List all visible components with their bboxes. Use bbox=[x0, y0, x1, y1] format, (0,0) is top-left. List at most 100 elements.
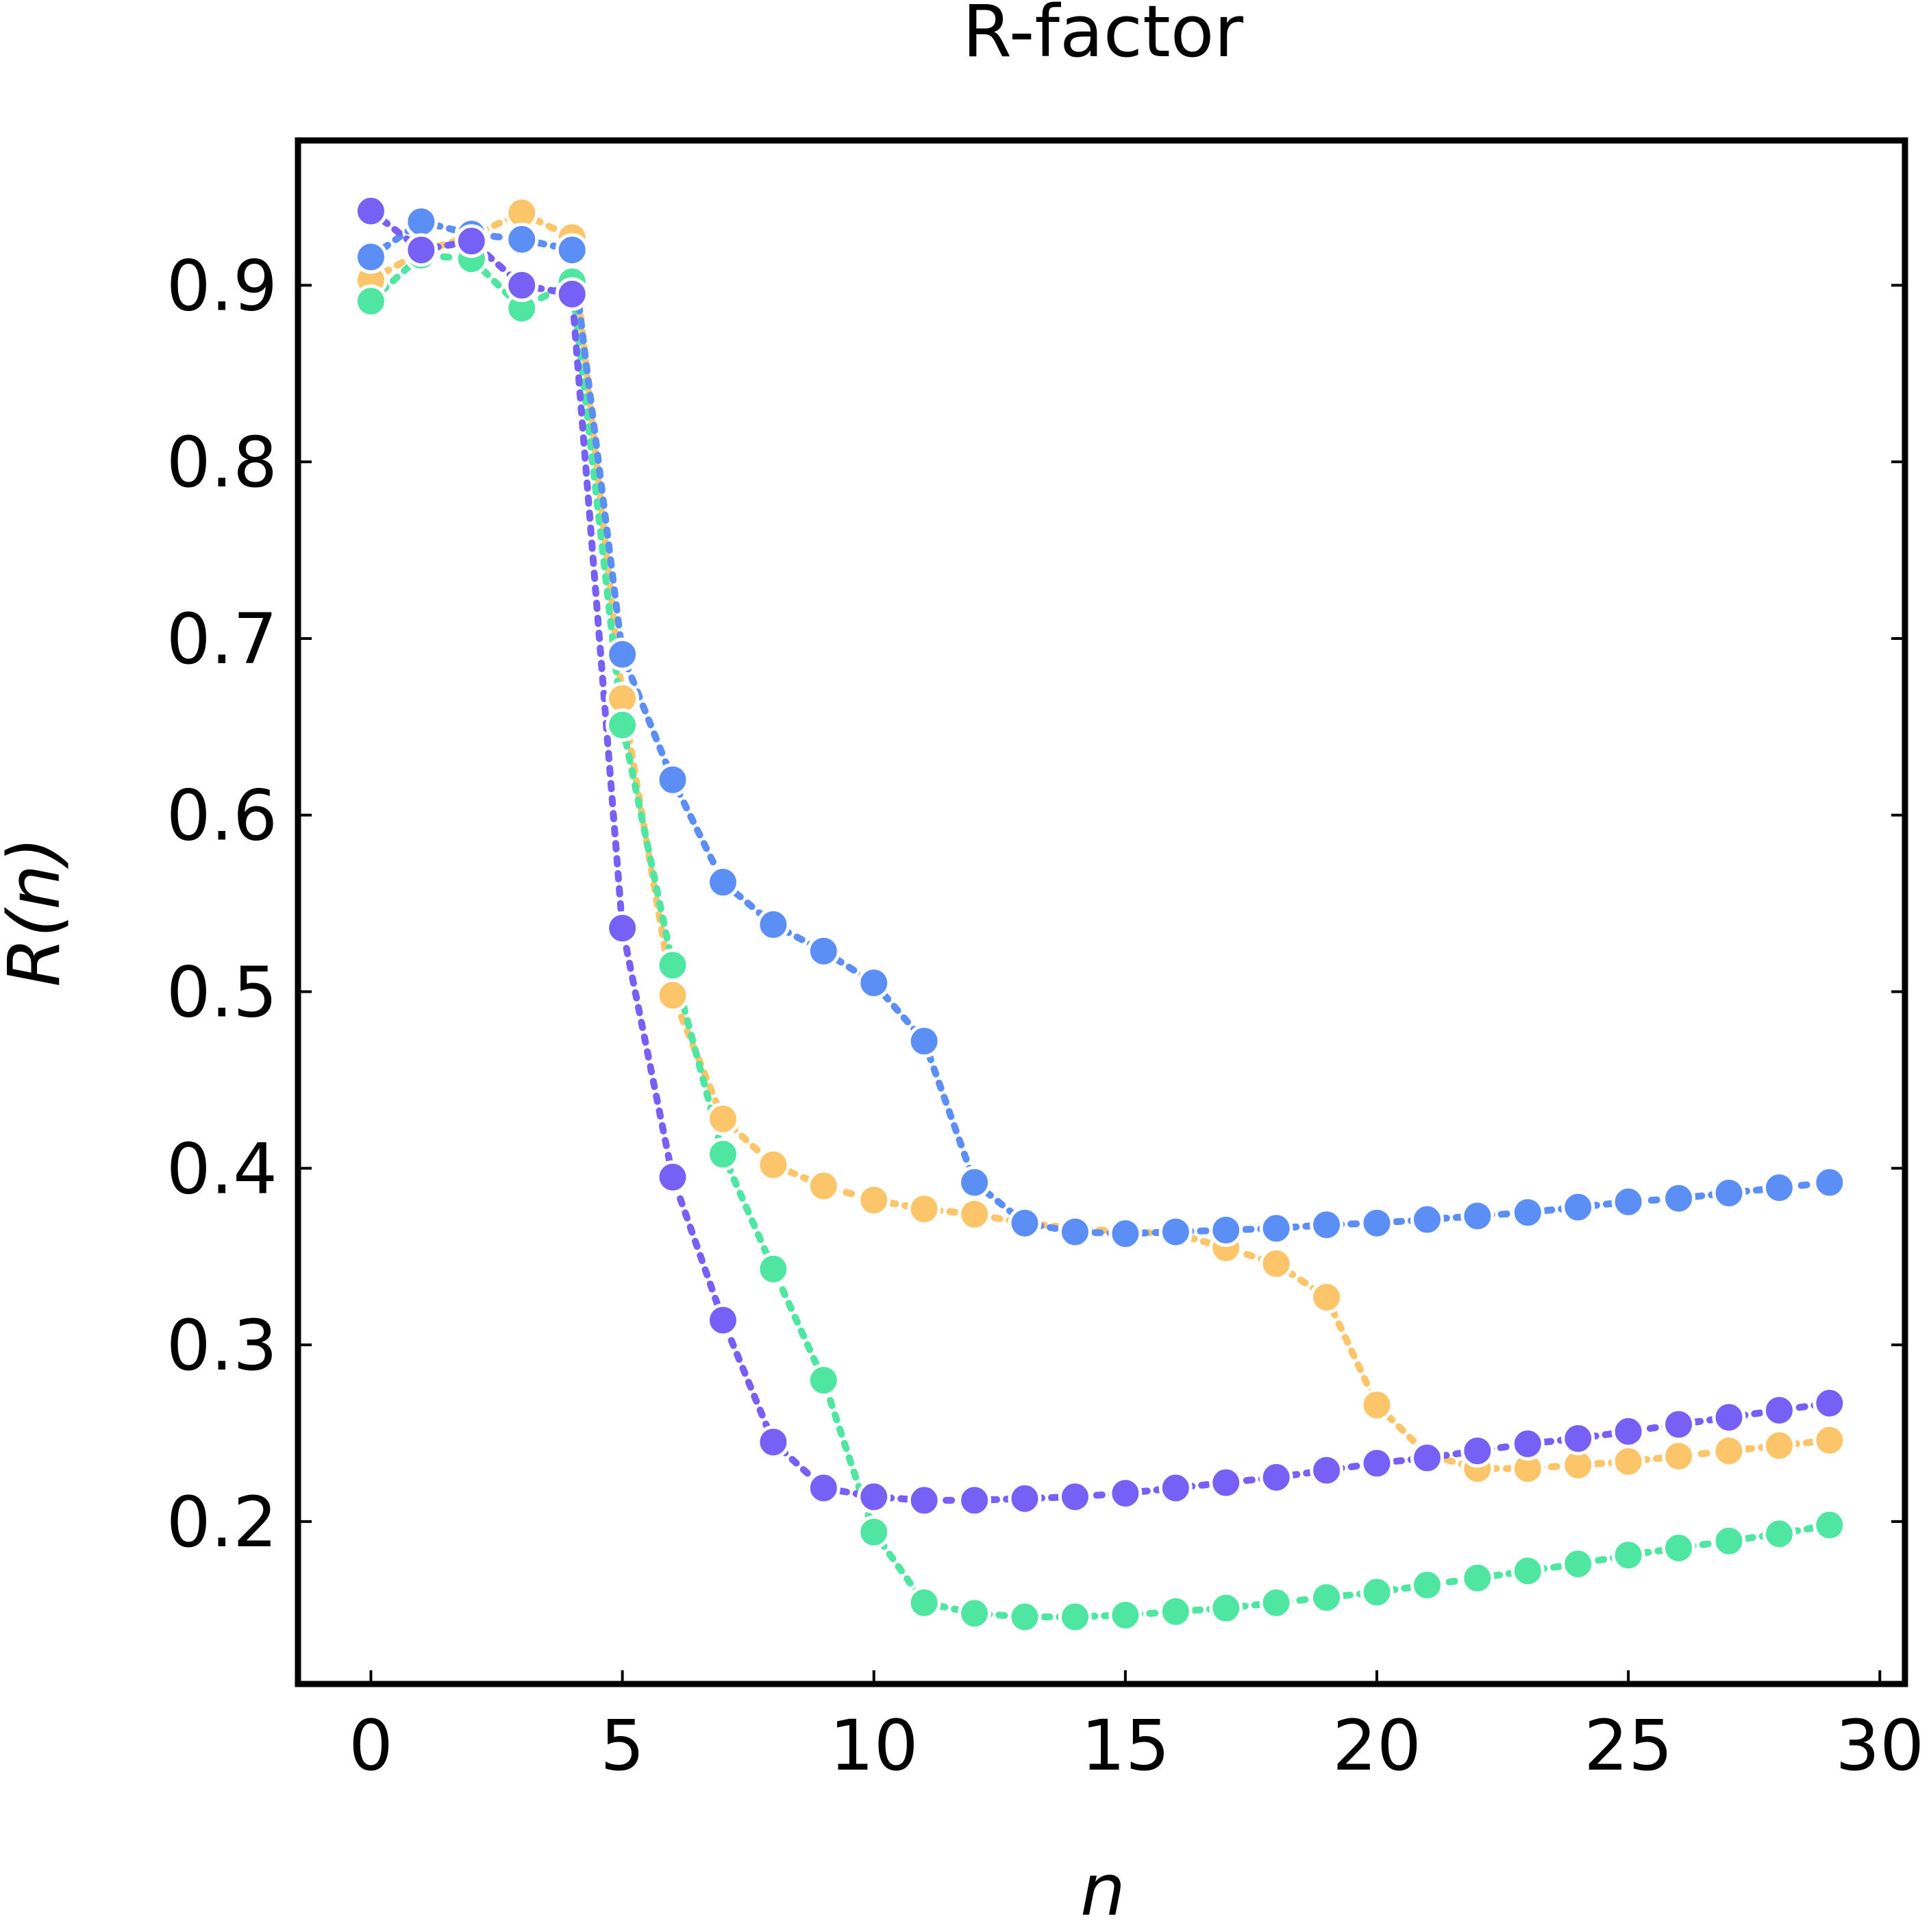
x-tick-label: 0 bbox=[349, 1705, 393, 1787]
x-tick-label: 20 bbox=[1332, 1705, 1421, 1787]
x-tick-label: 25 bbox=[1584, 1705, 1673, 1787]
series-2-point bbox=[1310, 1581, 1344, 1615]
series-3-point bbox=[1008, 1206, 1042, 1240]
series-4-point bbox=[1712, 1400, 1746, 1435]
series-1-point bbox=[907, 1192, 941, 1226]
y-tick-label: 0.5 bbox=[166, 952, 277, 1034]
series-3-point bbox=[1812, 1165, 1847, 1200]
series-4-point bbox=[1460, 1434, 1495, 1468]
series-1-point bbox=[756, 1148, 790, 1182]
series-4-point bbox=[656, 1160, 690, 1194]
series-1-point bbox=[1259, 1246, 1293, 1280]
y-tick-label: 0.2 bbox=[166, 1482, 277, 1563]
series-2-point bbox=[907, 1585, 941, 1620]
series-3-point bbox=[606, 637, 640, 671]
series-3-point bbox=[706, 865, 740, 900]
series-3-point bbox=[1510, 1196, 1545, 1230]
series-3-point bbox=[806, 934, 840, 968]
series-4-point bbox=[1611, 1414, 1645, 1448]
series-2-point bbox=[857, 1515, 891, 1549]
y-tick-label: 0.3 bbox=[166, 1305, 277, 1387]
series-2-point bbox=[606, 708, 640, 742]
y-tick-label: 0.7 bbox=[166, 599, 277, 680]
series-4-point bbox=[606, 911, 640, 945]
y-tick-label: 0.4 bbox=[166, 1128, 277, 1210]
series-2-point bbox=[1008, 1600, 1042, 1634]
x-tick-label: 30 bbox=[1835, 1705, 1924, 1787]
series-4-point bbox=[857, 1480, 891, 1514]
series-3-point bbox=[1762, 1171, 1796, 1205]
x-tick-label: 5 bbox=[600, 1705, 645, 1787]
series-3-point bbox=[656, 763, 690, 797]
series-4-point bbox=[1762, 1393, 1796, 1427]
series-3-point bbox=[1209, 1213, 1243, 1248]
y-tick-label: 0.6 bbox=[166, 776, 277, 857]
series-3-point bbox=[1611, 1185, 1645, 1219]
series-3-point bbox=[857, 966, 891, 1000]
series-2-point bbox=[1662, 1531, 1696, 1565]
x-axis: 0 5 10 15 20 25 30 bbox=[349, 1670, 1924, 1787]
series-1-point bbox=[857, 1183, 891, 1217]
series-3-point bbox=[1310, 1208, 1344, 1242]
series-4-point bbox=[1510, 1426, 1545, 1461]
plot-frame bbox=[295, 137, 1908, 1687]
series-3-point bbox=[1410, 1202, 1444, 1237]
y-axis-label: R(n) bbox=[0, 837, 76, 987]
series-3-point bbox=[756, 908, 790, 942]
series-1-point bbox=[1762, 1428, 1796, 1463]
series-lines bbox=[367, 208, 1833, 1621]
series-2-point bbox=[1611, 1538, 1645, 1572]
series-2-point bbox=[806, 1363, 840, 1398]
x-tick-label: 15 bbox=[1081, 1705, 1170, 1787]
series-2-point bbox=[353, 284, 388, 319]
series-3-point bbox=[1259, 1211, 1293, 1246]
series-4-point bbox=[1259, 1460, 1293, 1494]
series-4-line bbox=[367, 208, 1833, 1504]
series-1-point bbox=[706, 1102, 740, 1136]
series-2-point bbox=[1510, 1554, 1545, 1588]
series-2-point bbox=[1762, 1517, 1796, 1551]
series-4-point bbox=[706, 1303, 740, 1337]
x-tick-label: 10 bbox=[830, 1705, 919, 1787]
series-1-point bbox=[1812, 1423, 1847, 1457]
series-4-point bbox=[555, 277, 589, 311]
series-2-point bbox=[1410, 1568, 1444, 1602]
series-1-point bbox=[1611, 1444, 1645, 1478]
series-2-point bbox=[1360, 1575, 1394, 1609]
series-4-point bbox=[1310, 1453, 1344, 1487]
series-4-point bbox=[1662, 1407, 1696, 1441]
series-4-point bbox=[505, 268, 539, 302]
series-1-point bbox=[656, 978, 690, 1013]
series-4-point bbox=[1410, 1441, 1444, 1475]
series-3-point bbox=[1058, 1215, 1092, 1249]
series-3-point bbox=[1712, 1176, 1746, 1210]
series-3-point bbox=[555, 233, 589, 267]
x-axis-label: n bbox=[1080, 1848, 1125, 1932]
series-4-point bbox=[806, 1471, 840, 1505]
series-points bbox=[353, 194, 1847, 1634]
series-2-point bbox=[1712, 1524, 1746, 1558]
series-2-point bbox=[1058, 1600, 1092, 1634]
series-1-point bbox=[958, 1197, 992, 1231]
series-1-point bbox=[1662, 1439, 1696, 1473]
series-2-point bbox=[1561, 1547, 1595, 1581]
series-1-point bbox=[1360, 1388, 1394, 1422]
series-2-point bbox=[756, 1252, 790, 1286]
series-1-point bbox=[1310, 1280, 1344, 1314]
y-tick-label: 0.8 bbox=[166, 422, 277, 504]
series-2-point bbox=[1259, 1585, 1293, 1620]
series-4-point bbox=[1008, 1481, 1042, 1515]
series-3-point bbox=[505, 222, 539, 256]
series-3-line bbox=[367, 218, 1833, 1237]
series-3-point bbox=[404, 205, 438, 239]
series-2-line bbox=[367, 251, 1833, 1621]
series-4-point bbox=[1561, 1422, 1595, 1456]
series-4-point bbox=[1058, 1480, 1092, 1514]
series-3-point bbox=[1158, 1215, 1193, 1249]
series-2-point bbox=[1108, 1598, 1143, 1632]
series-2-point bbox=[1158, 1594, 1193, 1628]
series-4-point bbox=[1209, 1465, 1243, 1500]
series-4-point bbox=[353, 194, 388, 228]
y-axis: 0.2 0.3 0.4 0.5 0.6 0.7 0.8 0.9 bbox=[166, 245, 1905, 1563]
